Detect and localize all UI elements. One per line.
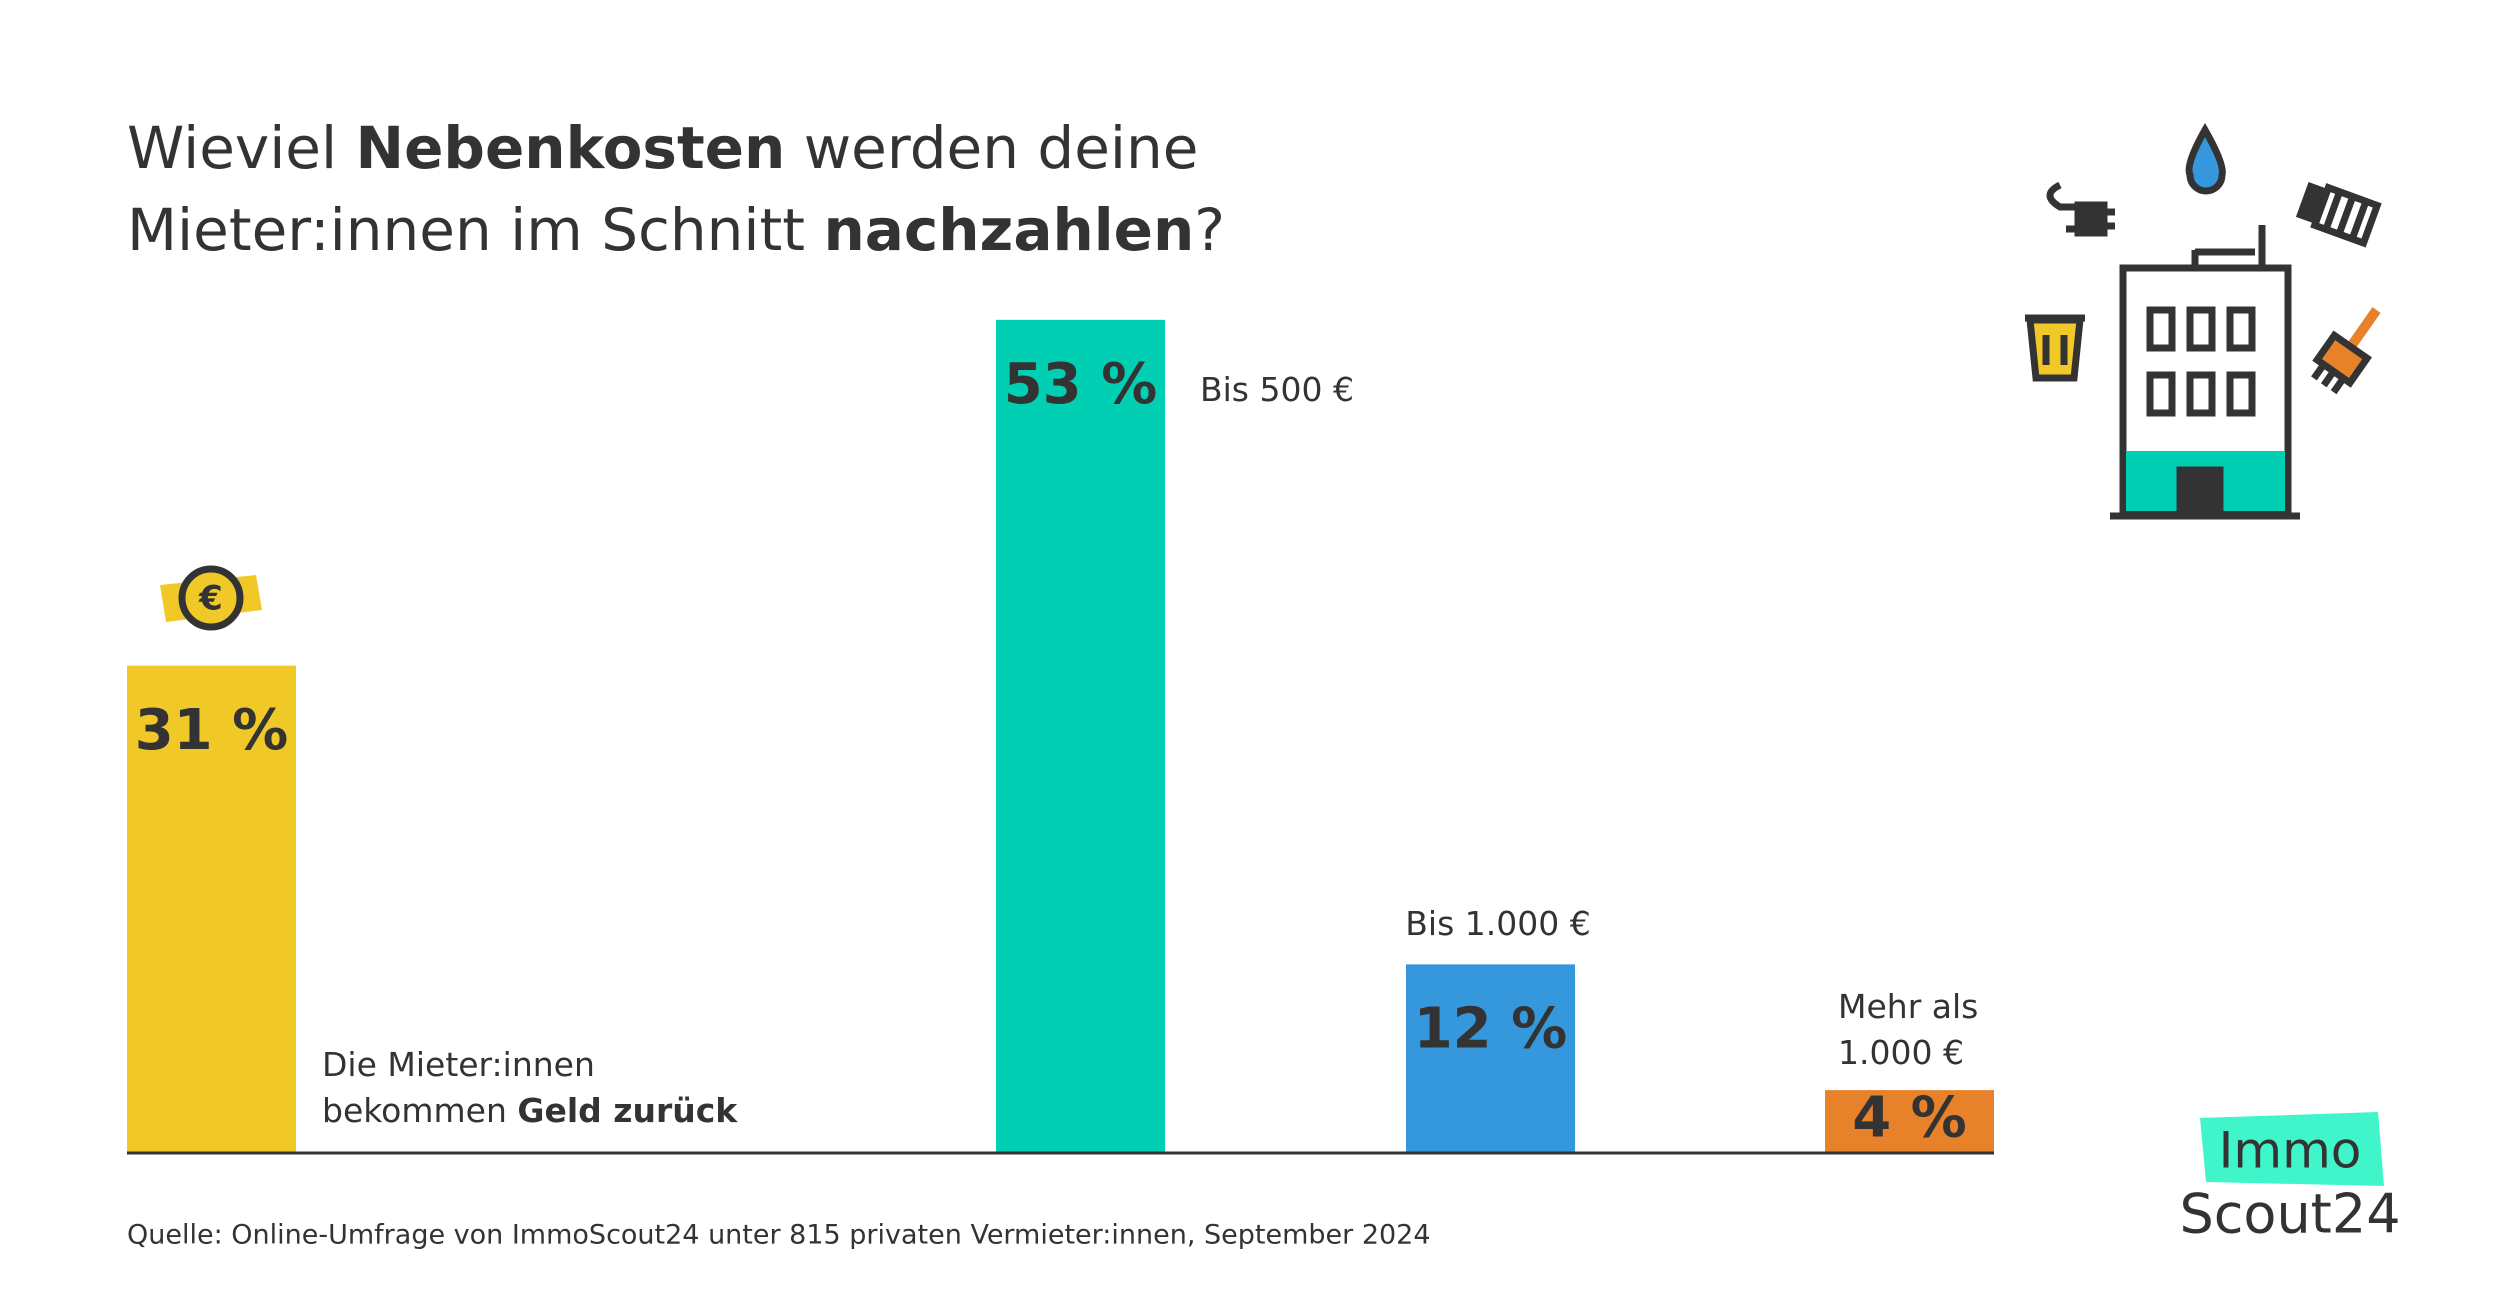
logo-bottom: Scout24	[2179, 1183, 2400, 1246]
category-label-part: 1.000 €	[1838, 1033, 1964, 1072]
chart-title-part: Nebenkosten	[356, 114, 786, 182]
category-label: 1.000 €	[1838, 1033, 1964, 1072]
logo-top: Immo	[2219, 1122, 2362, 1180]
source: Quelle: Online-Umfrage von ImmoScout24 u…	[127, 1220, 1431, 1251]
category-label-part: Bis 1.000 €	[1405, 904, 1590, 943]
chart-title: Wieviel Nebenkosten werden deine	[127, 114, 1198, 182]
chart-title-part: nachzahlen	[823, 196, 1194, 264]
bar	[996, 319, 1165, 1154]
chart-title-part: werden deine	[785, 114, 1198, 182]
logo-badge	[2200, 1112, 2384, 1186]
category-label-part: Bis 500 €	[1200, 370, 1354, 409]
svg-text:€: €	[198, 579, 223, 619]
building-icon	[2025, 122, 2382, 520]
category-label: Bis 1.000 €	[1405, 904, 1590, 943]
bar	[1825, 1090, 1994, 1153]
category-label-part: Die Mieter:innen	[322, 1045, 595, 1084]
chart-title-part: Wieviel	[127, 114, 356, 182]
category-label-part: bekommen	[322, 1091, 517, 1130]
value-label: 31 %	[135, 698, 289, 763]
bar	[127, 665, 296, 1153]
value-label: 53 %	[1004, 352, 1158, 417]
category-label: Mehr als	[1838, 987, 1978, 1026]
chart-title-part: Mieter:innen im Schnitt	[127, 196, 823, 264]
value-label: 4 %	[1852, 1086, 1967, 1151]
category-label: Die Mieter:innen	[322, 1045, 595, 1084]
category-label: bekommen Geld zurück	[322, 1091, 738, 1130]
chart-title: Mieter:innen im Schnitt nachzahlen?	[127, 196, 1225, 264]
category-label-part: Geld zurück	[517, 1091, 738, 1130]
category-label: Bis 500 €	[1200, 370, 1354, 409]
bar	[1406, 964, 1575, 1153]
value-label: 12 %	[1414, 997, 1568, 1062]
euro-icon: €	[160, 565, 262, 631]
category-label-part: Mehr als	[1838, 987, 1978, 1026]
chart-title-part: ?	[1194, 196, 1225, 264]
